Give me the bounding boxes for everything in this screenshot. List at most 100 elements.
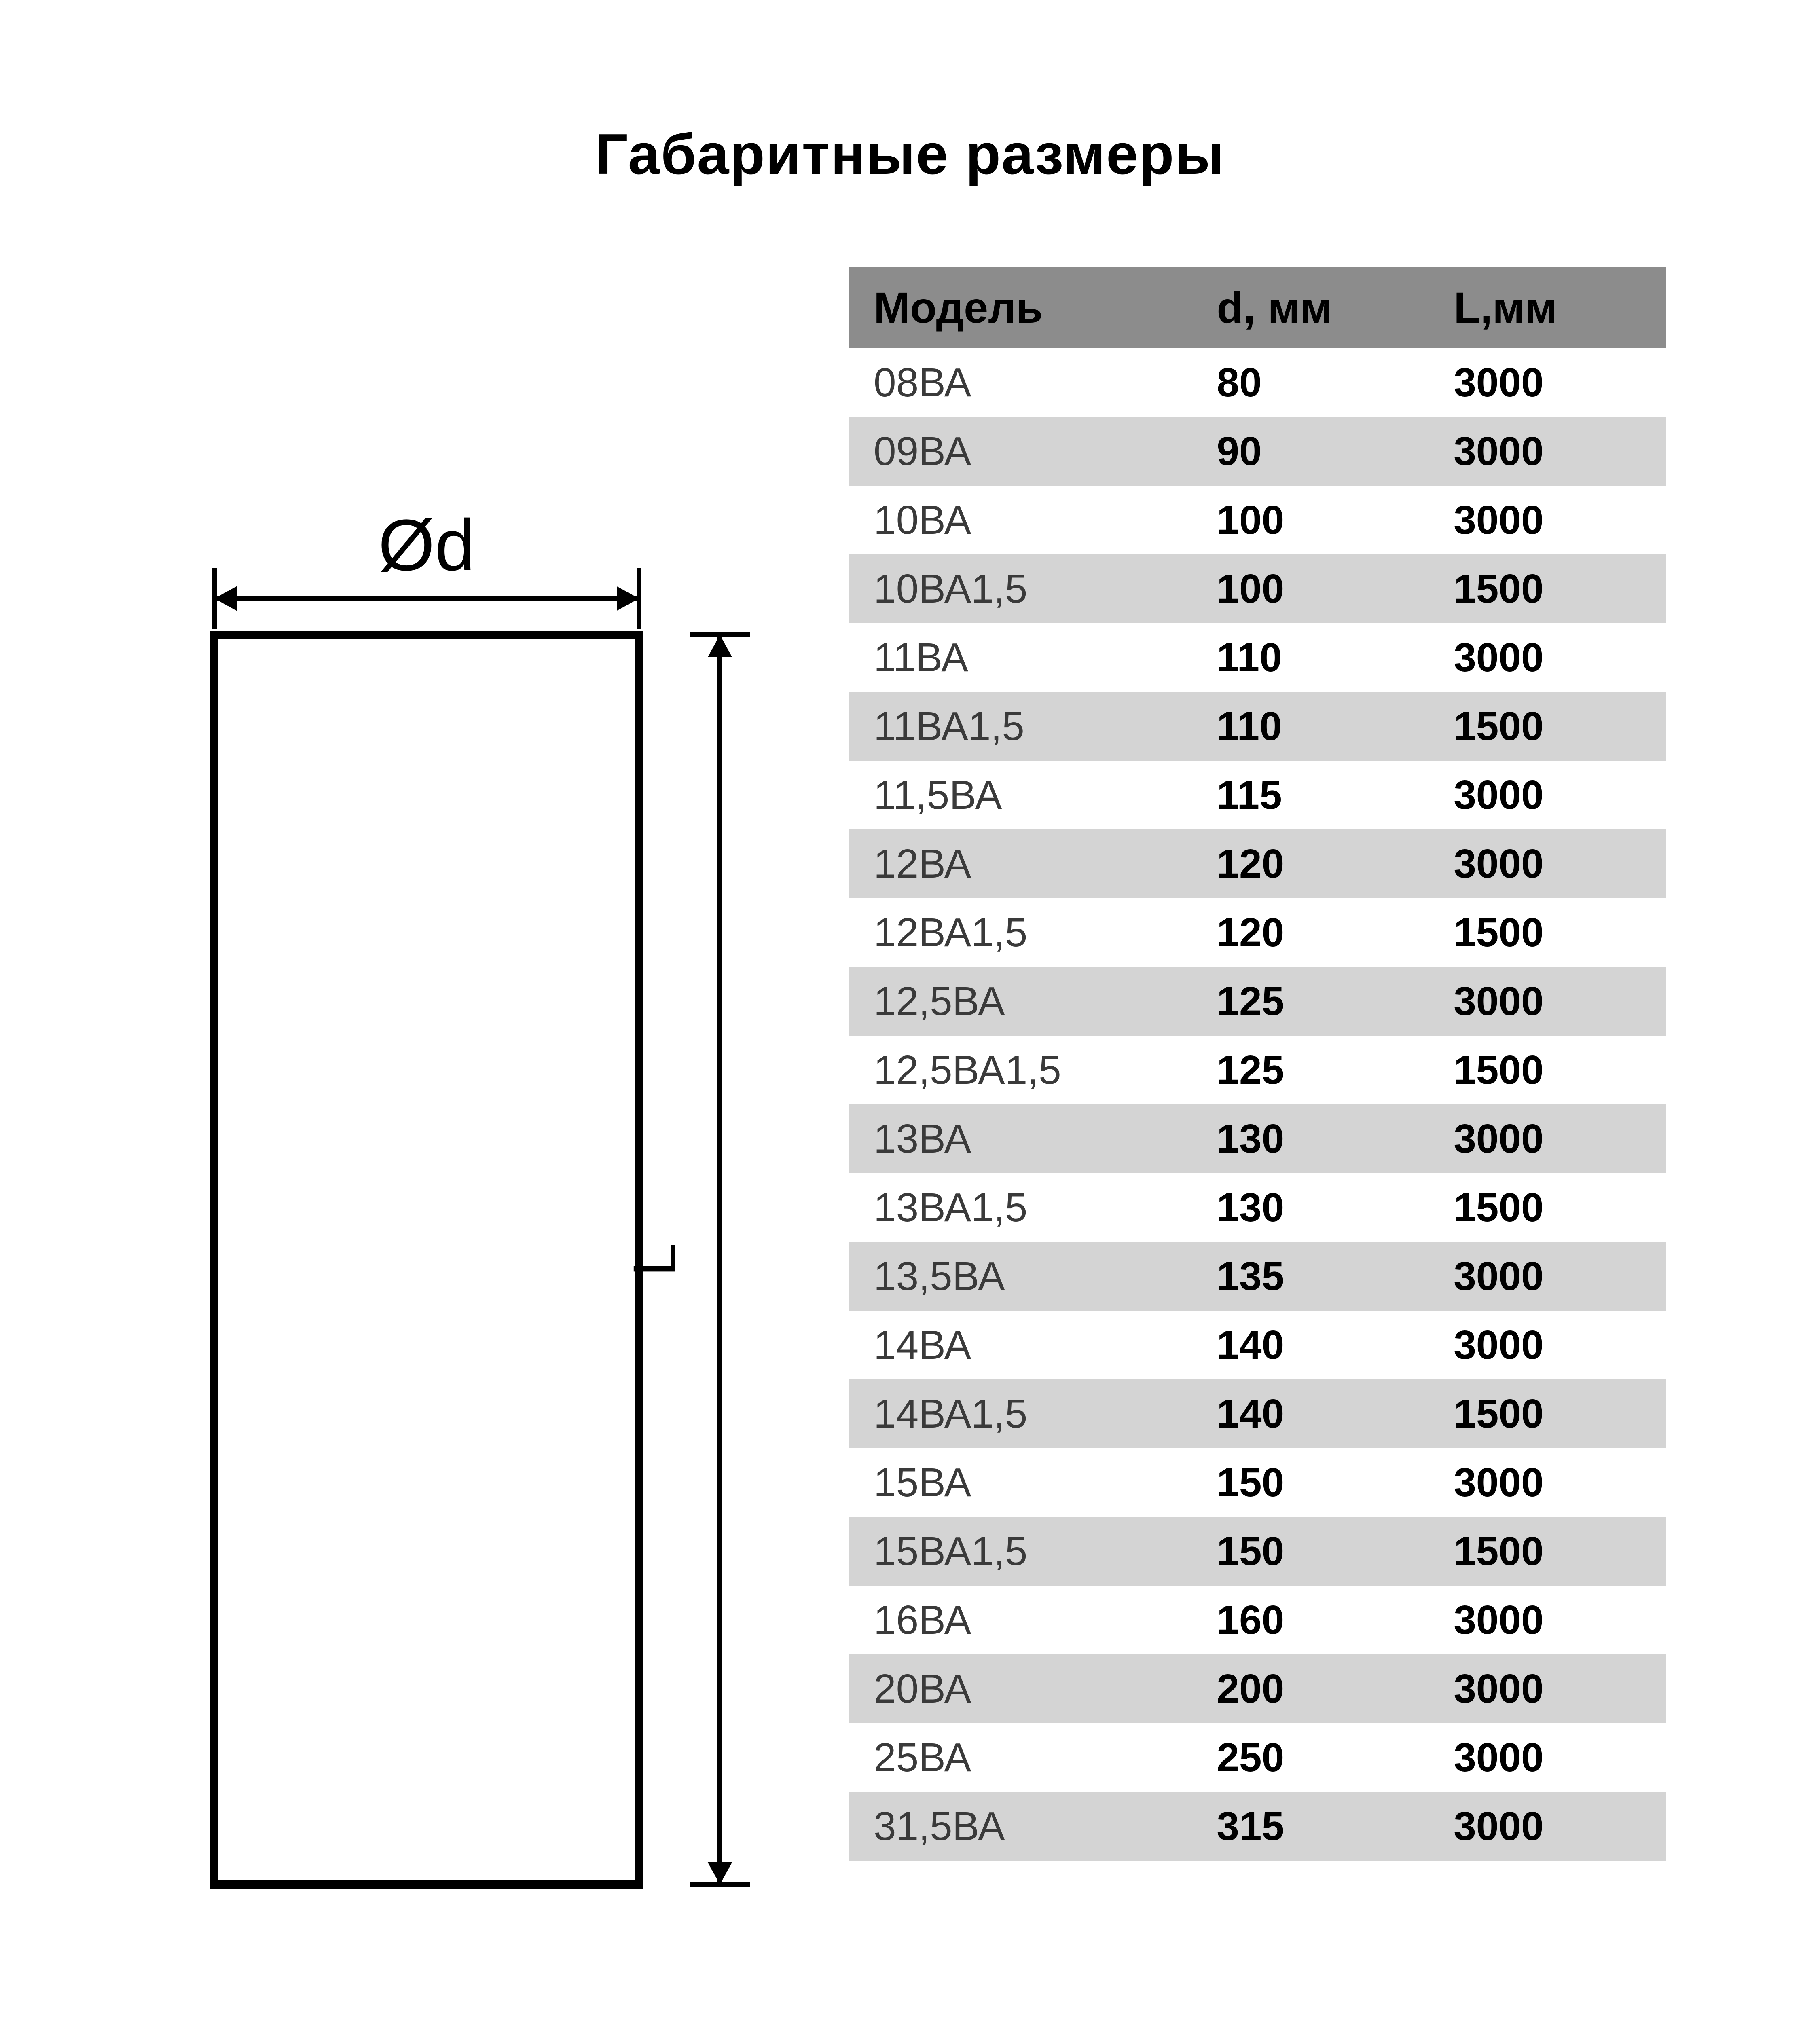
table-row: 12ВА1,51201500 (849, 898, 1666, 967)
cell-d: 110 (1192, 692, 1429, 761)
col-header-d: d, мм (1192, 267, 1429, 348)
pipe-outline (214, 635, 639, 1885)
cell-model: 25ВА (849, 1723, 1192, 1792)
diagram-label-d: Ød (378, 505, 475, 586)
dimension-diagram-svg: Ød L (166, 497, 772, 1994)
cell-l: 3000 (1429, 967, 1666, 1036)
dimensions-table-wrap: Модель d, мм L,мм 08ВА80300009ВА90300010… (849, 267, 1666, 1861)
table-row: 13ВА1,51301500 (849, 1173, 1666, 1242)
cell-model: 10ВА1,5 (849, 554, 1192, 623)
cell-d: 315 (1192, 1792, 1429, 1861)
col-header-l: L,мм (1429, 267, 1666, 348)
cell-model: 10ВА (849, 486, 1192, 554)
table-row: 14ВА1403000 (849, 1311, 1666, 1379)
cell-model: 09ВА (849, 417, 1192, 486)
cell-d: 140 (1192, 1311, 1429, 1379)
page: Габаритные размеры Ød L Модель d, мм L,мм… (0, 0, 1820, 2022)
table-row: 25ВА2503000 (849, 1723, 1666, 1792)
dimension-diagram: Ød L (166, 497, 772, 1994)
cell-d: 80 (1192, 348, 1429, 417)
cell-model: 14ВА1,5 (849, 1379, 1192, 1448)
cell-model: 12ВА (849, 829, 1192, 898)
cell-l: 3000 (1429, 829, 1666, 898)
table-row: 15ВА1503000 (849, 1448, 1666, 1517)
cell-d: 140 (1192, 1379, 1429, 1448)
cell-d: 125 (1192, 967, 1429, 1036)
cell-l: 3000 (1429, 623, 1666, 692)
table-row: 12,5ВА1,51251500 (849, 1036, 1666, 1104)
cell-l: 3000 (1429, 486, 1666, 554)
cell-model: 13ВА (849, 1104, 1192, 1173)
cell-d: 110 (1192, 623, 1429, 692)
cell-d: 100 (1192, 554, 1429, 623)
cell-l: 3000 (1429, 1654, 1666, 1723)
page-title: Габаритные размеры (0, 121, 1820, 188)
cell-model: 12ВА1,5 (849, 898, 1192, 967)
cell-d: 115 (1192, 761, 1429, 829)
cell-l: 3000 (1429, 1586, 1666, 1654)
cell-d: 130 (1192, 1173, 1429, 1242)
table-row: 09ВА903000 (849, 417, 1666, 486)
cell-d: 130 (1192, 1104, 1429, 1173)
cell-l: 3000 (1429, 1242, 1666, 1311)
cell-l: 3000 (1429, 1104, 1666, 1173)
cell-d: 125 (1192, 1036, 1429, 1104)
cell-model: 15ВА (849, 1448, 1192, 1517)
cell-d: 200 (1192, 1654, 1429, 1723)
table-row: 20ВА2003000 (849, 1654, 1666, 1723)
cell-model: 13ВА1,5 (849, 1173, 1192, 1242)
table-row: 12,5ВА1253000 (849, 967, 1666, 1036)
table-row: 11ВА1103000 (849, 623, 1666, 692)
cell-l: 1500 (1429, 692, 1666, 761)
cell-d: 150 (1192, 1517, 1429, 1586)
table-header-row: Модель d, мм L,мм (849, 267, 1666, 348)
cell-model: 15ВА1,5 (849, 1517, 1192, 1586)
cell-l: 3000 (1429, 417, 1666, 486)
cell-model: 08ВА (849, 348, 1192, 417)
cell-d: 150 (1192, 1448, 1429, 1517)
cell-d: 250 (1192, 1723, 1429, 1792)
cell-l: 3000 (1429, 1792, 1666, 1861)
col-header-model: Модель (849, 267, 1192, 348)
table-row: 11ВА1,51101500 (849, 692, 1666, 761)
cell-d: 135 (1192, 1242, 1429, 1311)
cell-model: 16ВА (849, 1586, 1192, 1654)
table-row: 13,5ВА1353000 (849, 1242, 1666, 1311)
dimensions-table: Модель d, мм L,мм 08ВА80300009ВА90300010… (849, 267, 1666, 1861)
cell-l: 1500 (1429, 1379, 1666, 1448)
table-row: 08ВА803000 (849, 348, 1666, 417)
cell-l: 3000 (1429, 1723, 1666, 1792)
table-row: 15ВА1,51501500 (849, 1517, 1666, 1586)
cell-model: 11ВА (849, 623, 1192, 692)
cell-model: 31,5ВА (849, 1792, 1192, 1861)
cell-d: 100 (1192, 486, 1429, 554)
table-row: 10ВА1,51001500 (849, 554, 1666, 623)
table-row: 31,5ВА3153000 (849, 1792, 1666, 1861)
diagram-label-l: L (620, 1243, 688, 1276)
cell-model: 13,5ВА (849, 1242, 1192, 1311)
cell-l: 1500 (1429, 898, 1666, 967)
cell-model: 20ВА (849, 1654, 1192, 1723)
cell-l: 3000 (1429, 1448, 1666, 1517)
cell-d: 90 (1192, 417, 1429, 486)
cell-d: 160 (1192, 1586, 1429, 1654)
cell-l: 1500 (1429, 1036, 1666, 1104)
table-row: 12ВА1203000 (849, 829, 1666, 898)
cell-l: 3000 (1429, 348, 1666, 417)
table-row: 14ВА1,51401500 (849, 1379, 1666, 1448)
cell-d: 120 (1192, 898, 1429, 967)
cell-l: 3000 (1429, 761, 1666, 829)
cell-model: 11ВА1,5 (849, 692, 1192, 761)
cell-model: 11,5ВА (849, 761, 1192, 829)
cell-model: 12,5ВА1,5 (849, 1036, 1192, 1104)
cell-l: 1500 (1429, 1517, 1666, 1586)
table-row: 11,5ВА1153000 (849, 761, 1666, 829)
cell-model: 14ВА (849, 1311, 1192, 1379)
table-row: 16ВА1603000 (849, 1586, 1666, 1654)
table-row: 13ВА1303000 (849, 1104, 1666, 1173)
cell-model: 12,5ВА (849, 967, 1192, 1036)
table-row: 10ВА1003000 (849, 486, 1666, 554)
cell-l: 3000 (1429, 1311, 1666, 1379)
cell-l: 1500 (1429, 1173, 1666, 1242)
cell-d: 120 (1192, 829, 1429, 898)
